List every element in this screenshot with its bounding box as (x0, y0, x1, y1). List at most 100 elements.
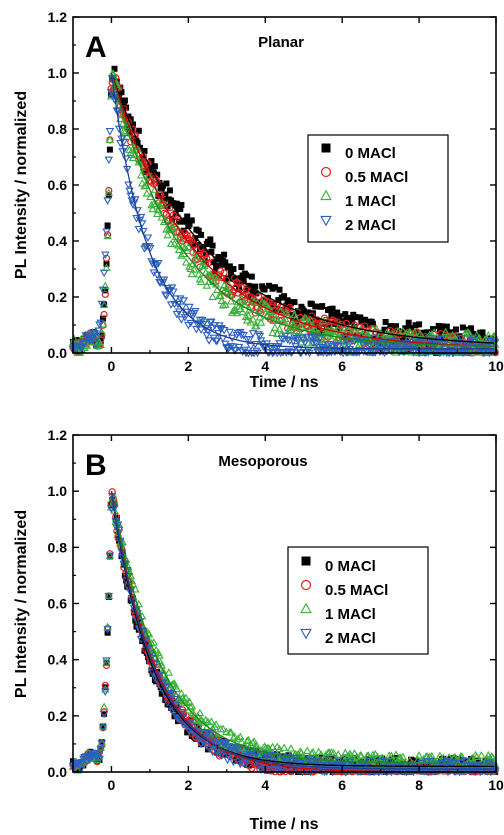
panel-a-series-1-point-179 (275, 297, 282, 304)
panel-a-series-4-point-52 (127, 197, 137, 205)
panel-a-series-3-point-197 (294, 327, 304, 336)
panel-a-series-3-point-194 (291, 315, 300, 323)
panel-a-series-4-point-245 (350, 337, 359, 346)
panel-a-series-1-point-91 (173, 200, 180, 207)
panel-a-series-4-point-293 (405, 342, 415, 350)
panel-b-series-1-point-144 (235, 757, 241, 764)
panel-a-series-1-point-119 (206, 240, 213, 247)
panel-a-series-4-point-124 (210, 322, 220, 330)
panel-b-series-4-point-188 (284, 765, 293, 774)
panel-a-series-1-point-227 (330, 311, 337, 318)
panel-a-series-1-point-294 (408, 325, 414, 332)
panel-a-series-4-point-335 (454, 339, 463, 348)
panel-a-x-tick-label-2: 2 (184, 358, 192, 374)
panel-a-series-1-point-320 (438, 334, 444, 341)
panel-a-series-1-point-95 (178, 202, 185, 208)
panel-a-series-4-point-157 (248, 330, 258, 338)
panel-b-series-3-point-131 (218, 724, 228, 733)
panel-a-series-1-point-246 (352, 314, 359, 321)
panel-b-x-axis-title: Time / ns (249, 816, 318, 833)
panel-a-series-1-point-26 (98, 332, 105, 339)
panel-a-series-1-point-110 (195, 227, 202, 234)
panel-a-series-3-point-146 (236, 304, 245, 313)
panel-b-y-tick-label-7: 1.2 (48, 427, 68, 443)
panel-a-series-4-point-112 (196, 326, 206, 334)
panel-a-series-4-point-33 (105, 128, 115, 136)
panel-b-series-3-point-27 (98, 722, 108, 730)
panel-a-series-2-point-215 (316, 319, 324, 327)
panel-b-series-4-point-118 (203, 730, 213, 738)
panel-a-series-2-point-106 (190, 240, 198, 248)
panel-a-series-1-point-85 (166, 187, 173, 194)
panel-a-letter: A (85, 31, 107, 64)
panel-a-series-1-point-144 (235, 279, 241, 286)
panel-a-series-3-point-117 (202, 281, 212, 289)
panel-a-series-3-point-55 (131, 150, 140, 158)
panel-a-y-tick-label-4: 0.6 (48, 177, 68, 193)
panel-b-series-4-point-28 (99, 710, 109, 719)
panel-a-y-axis-title: PL Intensity / normalized (13, 91, 30, 279)
panel-a-series-3-point-246 (351, 325, 360, 333)
panel-a-series-1-point-230 (334, 309, 341, 316)
panel-b-series-3-point-138 (226, 728, 236, 736)
panel-a-series-1-point-94 (177, 206, 184, 212)
panel-a-series-2-point-28 (100, 310, 108, 319)
panel-a-series-1-point-236 (341, 333, 348, 340)
panel-b-series-3-point-30 (102, 658, 111, 666)
panel-a-series-4-point-185 (281, 332, 290, 341)
panel-b-series-3-point-106 (189, 710, 199, 718)
panel-b-ticks (72, 434, 497, 773)
panel-a-legend-marker-2 (320, 166, 332, 178)
panel-b-series-3-point-104 (187, 701, 197, 710)
panel-b-series-1-point-352 (474, 757, 481, 764)
panel-b-series-4-point-160 (252, 751, 261, 759)
panel-a-series-3-point-135 (223, 287, 232, 295)
panel-b-series-3-point-263 (371, 749, 380, 758)
panel-b-series-3-point-209 (308, 747, 318, 756)
panel-b-legend-label-1: 0 MACl (325, 558, 376, 575)
panel-a-series-1-point-304 (419, 329, 426, 336)
panel-a-series-2-point-132 (220, 269, 228, 277)
panel-b-series-4-point-145 (234, 746, 244, 755)
panel-b-series-4-point-25 (96, 746, 105, 754)
panel-a-series-1-point-318 (435, 323, 442, 329)
panel-a-series-4-point-82 (162, 292, 171, 301)
panel-b-x-tick-label-6: 10 (488, 777, 504, 793)
panel-a-series-3-point-239 (343, 324, 352, 333)
panel-a-series-1-point-250 (357, 314, 364, 321)
panel-a-series-1-point-46 (121, 97, 128, 104)
panel-a-series-1-point-157 (250, 289, 256, 296)
panel-a-series-4-point-75 (154, 260, 163, 268)
panel-a-series-1-point-93 (176, 218, 183, 225)
panel-a-series-1-point-72 (151, 163, 158, 170)
panel-b-series-2-point-29 (101, 681, 109, 689)
panel-b-series-4-point-70 (148, 669, 157, 677)
panel-a-series-3-point-65 (142, 189, 152, 197)
panel-b-series-1-point-88 (170, 706, 177, 713)
panel-a-series-2-point-145 (235, 280, 243, 288)
panel-b-series-4-point-149 (239, 760, 248, 768)
panel-a-series-3-point-31 (103, 231, 112, 240)
panel-a-series-3-point-99 (181, 257, 191, 266)
panel-b-y-tick-label-4: 0.6 (48, 596, 68, 612)
panel-b-series-4-point-258 (365, 757, 374, 766)
panel-a-series-1-point-160 (253, 290, 260, 297)
panel-a-series-4-point-202 (300, 339, 310, 347)
panel-b-series-3-point-158 (249, 737, 259, 745)
panel-a-series-3-point-147 (237, 293, 246, 302)
panel-b-series-4-point-27 (98, 724, 108, 732)
panel-a-series-1-point-325 (443, 323, 450, 330)
panel-b-series-3-point-84 (164, 668, 174, 676)
panel-a-series-3-point-74 (152, 209, 162, 218)
panel-b-series-3-point-171 (264, 744, 274, 753)
panel-a-legend-box (307, 134, 449, 243)
panel-a-series-4-point-56 (132, 215, 141, 223)
panel-a-series-4-point-126 (212, 337, 222, 346)
panel-a-series-3-point-94 (176, 234, 185, 242)
panel-a-series-1-point-356 (479, 329, 486, 336)
panel-a-y-tick-label-6: 1.0 (48, 65, 68, 81)
panel-b-series-4-point-150 (240, 751, 250, 759)
panel-b-series-3-point-204 (302, 746, 312, 754)
panel-a-series-1-point-120 (207, 236, 214, 243)
panel-b-series-1-point-299 (413, 757, 420, 764)
